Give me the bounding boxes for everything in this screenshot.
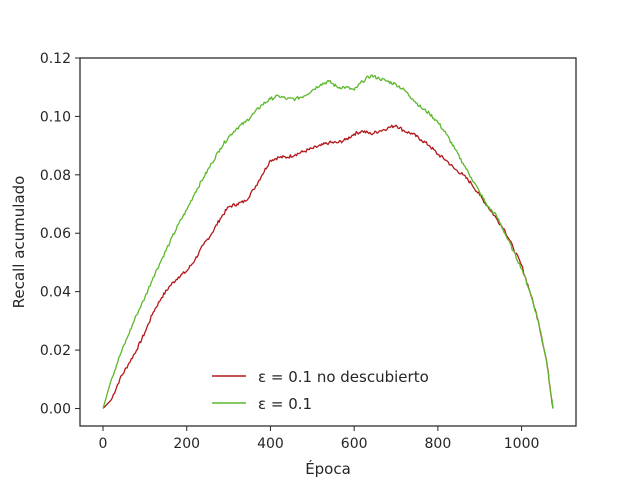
y-tick-label: 0.08 — [40, 168, 71, 184]
y-tick-label: 0.02 — [40, 343, 71, 359]
y-tick-label: 0.06 — [40, 226, 71, 242]
x-axis-label: Época — [305, 459, 351, 478]
x-tick-label: 200 — [173, 436, 200, 452]
y-tick-label: 0.10 — [40, 109, 71, 125]
series-line-0 — [102, 124, 554, 409]
y-tick-label: 0.12 — [40, 51, 71, 67]
y-tick-label: 0.04 — [40, 285, 71, 301]
y-axis-label: Recall acumulado — [10, 176, 28, 309]
y-tick-label: 0.00 — [40, 401, 71, 417]
series-line-1 — [102, 74, 554, 409]
plot-frame — [79, 57, 577, 427]
y-axis-ticks: 0.00 0.02 0.04 0.06 0.08 0.10 0.12 — [40, 51, 80, 417]
x-tick-label: 600 — [341, 436, 368, 452]
plot-lines — [102, 74, 554, 409]
legend-label-1: ε = 0.1 — [258, 395, 312, 413]
x-axis-ticks: 0 200 400 600 800 1000 — [99, 426, 540, 452]
x-tick-label: 800 — [425, 436, 452, 452]
legend: ε = 0.1 no descubierto ε = 0.1 — [212, 368, 429, 413]
x-tick-label: 1000 — [504, 436, 540, 452]
x-tick-label: 400 — [257, 436, 284, 452]
x-tick-label: 0 — [99, 436, 108, 452]
legend-label-0: ε = 0.1 no descubierto — [258, 368, 429, 386]
